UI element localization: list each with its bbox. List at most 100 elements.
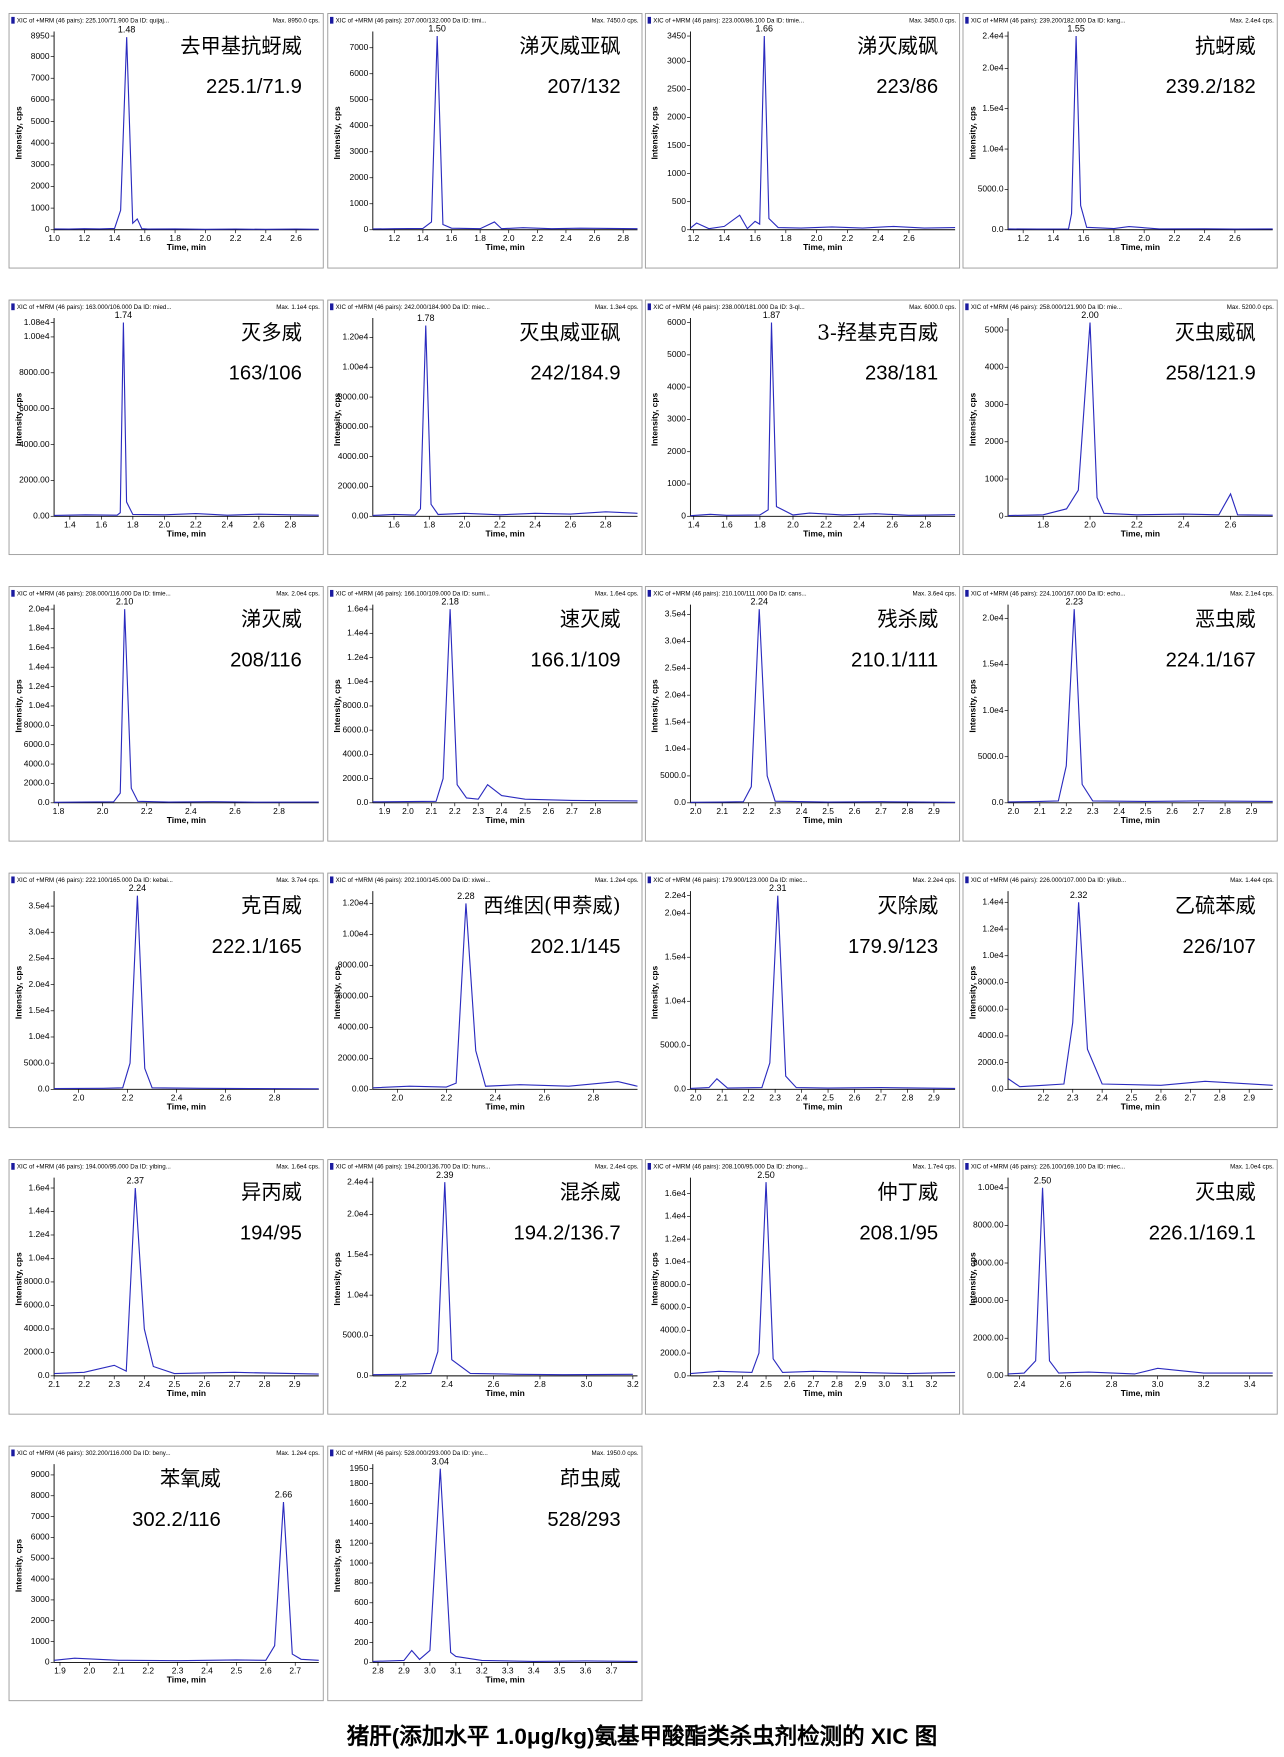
transition: 239.2/182	[1166, 76, 1256, 98]
peak-label: 2.24	[750, 597, 768, 607]
header-icon	[647, 589, 652, 597]
max-label: Max. 1.0e4 cps.	[1230, 1164, 1274, 1171]
x-tick-label: 2.6	[260, 1666, 272, 1676]
x-tick-label: 2.3	[172, 1666, 184, 1676]
x-tick-label: 1.6	[388, 520, 400, 530]
panel-border	[644, 13, 961, 269]
transition: 194/95	[240, 1222, 302, 1244]
compound-name: 涕灭威	[241, 607, 302, 631]
x-axis-label: Time, min	[803, 242, 842, 252]
x-axis-label: Time, min	[1121, 1102, 1160, 1112]
x-tick-label: 2.0	[402, 806, 414, 816]
y-tick-label: 2000.00	[19, 475, 50, 485]
trace	[54, 37, 319, 230]
trace	[690, 1182, 956, 1375]
y-tick-label: 1.6e4	[28, 642, 49, 652]
x-tick-label: 2.2	[190, 520, 202, 530]
y-tick-label: 1.4e4	[28, 661, 49, 671]
y-tick-label: 4000.0	[24, 758, 50, 768]
x-tick-label: 2.7	[807, 1379, 819, 1389]
y-tick-label: 0	[45, 224, 50, 234]
panel-border	[644, 1159, 961, 1415]
header: XIC of +MRM (46 pairs): 242.000/184.900 …	[336, 304, 491, 311]
transition: 210.1/111	[851, 649, 938, 671]
y-tick-label: 2000	[31, 1615, 50, 1625]
x-tick-label: 1.2	[78, 233, 90, 243]
x-tick-label: 2.2	[820, 520, 832, 530]
y-tick-label: 1.20e4	[343, 898, 369, 908]
trace	[54, 895, 319, 1090]
x-tick-label: 3.5	[554, 1666, 566, 1676]
x-tick-label: 2.1	[1034, 806, 1046, 816]
y-tick-label: 4000	[31, 1573, 50, 1583]
x-tick-label: 2.2	[122, 1093, 134, 1103]
x-tick-label: 2.7	[1185, 1093, 1197, 1103]
y-tick-label: 500	[672, 196, 686, 206]
y-tick-label: 4000.00	[338, 1022, 369, 1032]
transition: 207/132	[547, 76, 620, 98]
x-tick-label: 3.6	[580, 1666, 592, 1676]
header-icon	[330, 16, 334, 24]
y-tick-label: 1.0e4	[982, 143, 1003, 153]
y-tick-label: 3.0e4	[665, 636, 686, 646]
y-tick-label: 2.0e4	[347, 1209, 368, 1219]
y-tick-label: 1.5e4	[982, 103, 1003, 113]
y-tick-label: 2.0e4	[665, 907, 686, 917]
y-tick-label: 1.5e4	[982, 659, 1003, 669]
peak-label: 1.87	[763, 310, 781, 320]
transition: 242/184.9	[530, 363, 620, 385]
panel-border	[327, 1445, 643, 1702]
y-tick-label: 6000.0	[343, 724, 369, 734]
x-tick-label: 2.8	[534, 1379, 546, 1389]
y-tick-label: 400	[354, 1617, 368, 1627]
y-axis-label: Intensity, cps	[13, 1252, 23, 1306]
x-tick-label: 2.4	[222, 520, 234, 530]
trace	[1008, 609, 1273, 803]
x-tick-label: 3.2	[627, 1379, 639, 1389]
compound-name: 西维因(甲萘威)	[483, 893, 620, 917]
compound-name: 混杀威	[560, 1180, 621, 1204]
x-tick-label: 2.1	[48, 1379, 60, 1389]
header: XIC of +MRM (46 pairs): 208.000/116.000 …	[17, 591, 171, 598]
y-tick-label: 2000	[350, 172, 369, 182]
x-axis-label: Time, min	[803, 1388, 842, 1398]
x-tick-label: 2.0	[97, 806, 109, 816]
peak-label: 2.39	[436, 1170, 454, 1180]
peak-label: 2.32	[1070, 890, 1088, 900]
y-tick-label: 8000.00	[973, 1220, 1004, 1230]
header-icon	[647, 1162, 652, 1170]
max-label: Max. 1.1e4 cps.	[276, 304, 320, 311]
y-tick-label: 1.6e4	[347, 603, 368, 613]
trace	[54, 1187, 319, 1375]
x-tick-label: 3.2	[476, 1666, 488, 1676]
x-tick-label: 2.4	[441, 1379, 453, 1389]
y-tick-label: 1.6e4	[665, 1188, 686, 1198]
x-tick-label: 2.4	[260, 233, 272, 243]
x-tick-label: 2.0	[391, 1093, 403, 1103]
transition: 208/116	[230, 649, 302, 671]
y-tick-label: 2000.0	[660, 1347, 686, 1357]
y-tick-label: 3000	[985, 399, 1004, 409]
peak-label: 1.74	[115, 310, 133, 320]
y-tick-label: 2000	[667, 112, 686, 122]
x-tick-label: 2.4	[171, 1093, 183, 1103]
x-tick-label: 1.4	[64, 520, 76, 530]
x-tick-label: 3.0	[581, 1379, 593, 1389]
x-tick-label: 2.9	[1246, 806, 1258, 816]
y-tick-label: 0.0	[38, 1370, 50, 1380]
x-tick-label: 2.7	[229, 1379, 241, 1389]
x-tick-label: 2.5	[822, 806, 834, 816]
x-tick-label: 1.8	[423, 520, 435, 530]
trace	[372, 325, 638, 516]
y-tick-label: 5000	[985, 324, 1004, 334]
x-tick-label: 2.5	[1140, 806, 1152, 816]
y-tick-label: 1000	[985, 473, 1004, 483]
y-tick-label: 0.0	[357, 797, 369, 807]
max-label: Max. 2.4e4 cps.	[1230, 17, 1274, 24]
compound-name: 克百威	[241, 893, 302, 917]
x-axis-label: Time, min	[167, 529, 206, 539]
x-tick-label: 1.4	[1048, 233, 1060, 243]
y-tick-label: 6000	[350, 68, 369, 78]
x-tick-label: 2.6	[784, 1379, 796, 1389]
